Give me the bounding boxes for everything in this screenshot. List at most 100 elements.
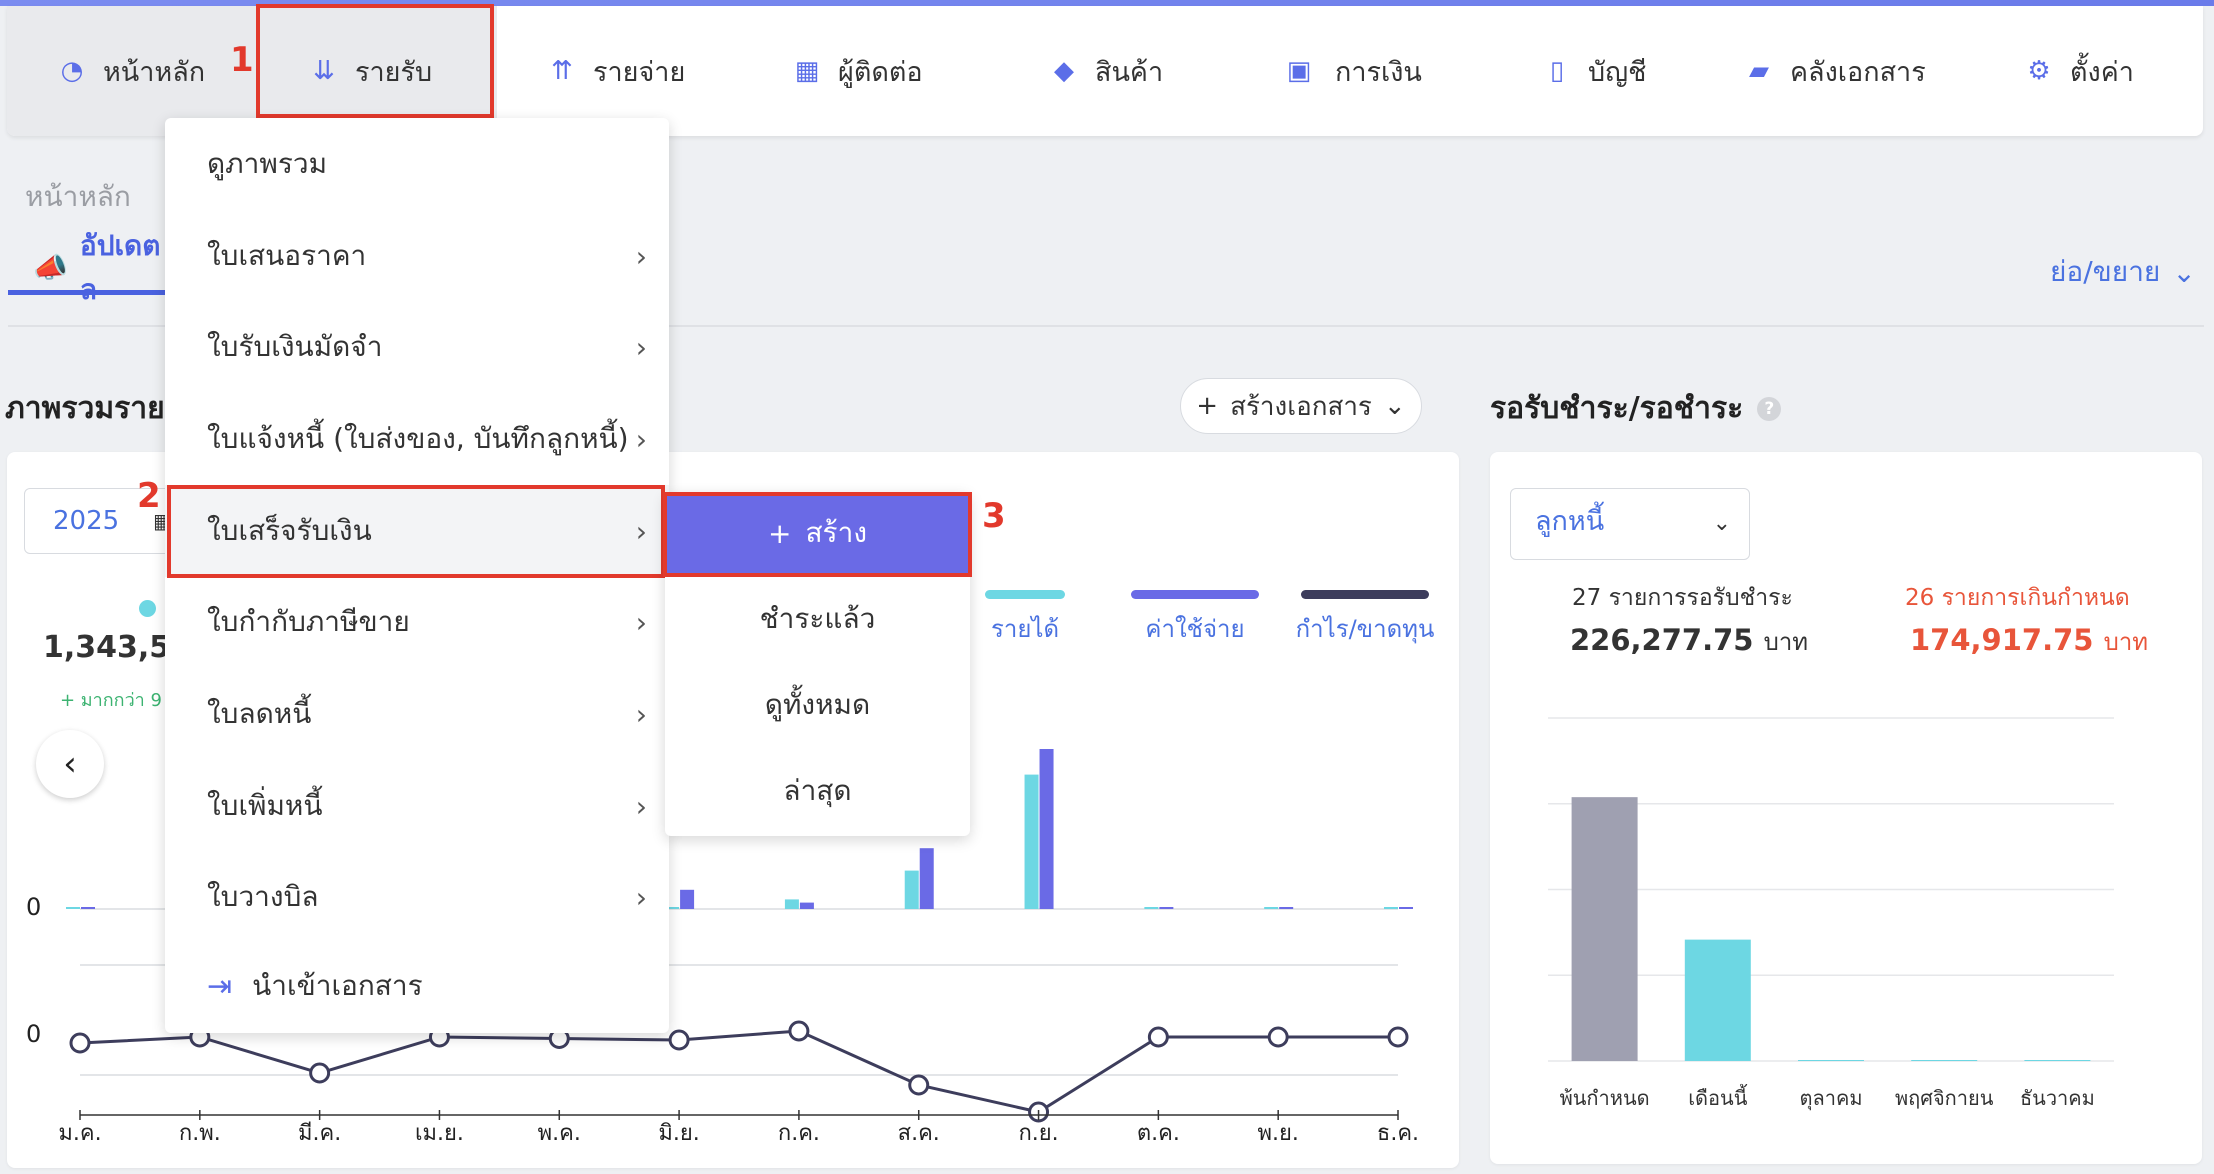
prev-year-button[interactable]: ‹ <box>36 730 104 798</box>
nav-item-income[interactable]: ⇊ รายรับ <box>307 6 432 136</box>
x-tick-label: ธันวาคม <box>2020 1086 2095 1110</box>
step-number-3: 3 <box>982 496 1006 536</box>
submenu-item-label: ดูทั้งหมด <box>764 688 871 721</box>
menu-item-label: ใบกำกับภาษีขาย <box>207 605 410 638</box>
import-icon: ⇥ <box>207 968 233 1004</box>
legend-income[interactable]: รายได้ <box>970 590 1080 648</box>
create-document-button[interactable]: + สร้างเอกสาร ⌄ <box>1180 378 1422 434</box>
submenu-item-paid[interactable]: ชำระแล้ว <box>665 576 970 662</box>
legend-profit[interactable]: กำไร/ขาดทุน <box>1290 590 1440 648</box>
plus-icon: + <box>1196 391 1219 421</box>
nav-label: การเงิน <box>1335 56 1422 88</box>
profit-point <box>668 1029 690 1051</box>
contacts-icon: ▦ <box>794 56 820 86</box>
bar-expense <box>1399 907 1413 909</box>
menu-item-label: ใบแจ้งหนี้ (ใบส่งของ, บันทึกลูกหนี้) <box>207 422 629 455</box>
submenu-item-label: ล่าสุด <box>783 774 852 807</box>
tab-update[interactable]: 📣 อัปเดตล <box>8 229 173 306</box>
money-icon: ▣ <box>1286 56 1312 86</box>
profit-point <box>309 1062 331 1084</box>
x-tick-label: ก.พ. <box>179 1121 221 1146</box>
pending-title: รอรับชำระ/รอชำระ ? <box>1490 385 1782 432</box>
receivable-bar <box>1798 1060 1864 1061</box>
overview-title: ภาพรวมราย <box>5 391 165 426</box>
profit-point <box>1147 1026 1169 1048</box>
legend-expense-swatch <box>1131 590 1259 599</box>
submenu-create-label: สร้าง <box>805 516 867 549</box>
menu-item-receipt[interactable]: ใบเสร็จรับเงิน › <box>165 485 669 577</box>
collapse-toggle[interactable]: ย่อ/ขยาย ⌄ <box>2050 250 2196 294</box>
nav-item-finance[interactable]: ▣ การเงิน <box>1277 6 1422 136</box>
menu-item-label: นำเข้าเอกสาร <box>252 969 423 1002</box>
receivable-bar <box>1911 1060 1978 1061</box>
nav-label: ผู้ติดต่อ <box>838 56 923 88</box>
bar-income <box>1024 774 1039 909</box>
menu-item-billing-note[interactable]: ใบวางบิล › <box>165 851 669 943</box>
bar-expense <box>799 902 814 909</box>
menu-item-credit-note[interactable]: ใบลดหนี้ › <box>165 668 669 760</box>
create-doc-label: สร้างเอกสาร <box>1230 391 1372 422</box>
bar-expense <box>1159 907 1174 909</box>
nav-item-accounting[interactable]: ▯ บัญชี <box>1540 6 1647 136</box>
nav-item-home[interactable]: ◔ หน้าหลัก <box>55 6 205 136</box>
chevron-right-icon: › <box>635 881 647 914</box>
legend-income-label: รายได้ <box>990 615 1060 643</box>
comparison-text: + มากกว่า 9 <box>60 690 162 711</box>
income-icon: ⇊ <box>313 56 335 86</box>
menu-item-label: ใบเสร็จรับเงิน <box>207 514 372 547</box>
legend-expense[interactable]: ค่าใช้จ่าย <box>1110 590 1280 648</box>
profit-point <box>1267 1026 1289 1048</box>
book-icon: ▯ <box>1549 56 1565 86</box>
dashboard-icon: ◔ <box>60 56 84 86</box>
menu-item-debit-note[interactable]: ใบเพิ่มหนี้ › <box>165 760 669 852</box>
menu-item-overview[interactable]: ดูภาพรวม <box>165 118 669 210</box>
menu-item-quotation[interactable]: ใบเสนอราคา › <box>165 210 669 302</box>
receivable-bar <box>2024 1060 2091 1061</box>
x-tick-label: ก.ค. <box>778 1121 820 1146</box>
menu-item-invoice[interactable]: ใบแจ้งหนี้ (ใบส่งของ, บันทึกลูกหนี้) › <box>165 393 669 485</box>
overdue-count: 26 รายการเกินกำหนด <box>1905 585 2130 611</box>
bar-expense <box>81 907 95 909</box>
nav-item-documents[interactable]: ▰ คลังเอกสาร <box>1742 6 1926 136</box>
submenu-item-view-all[interactable]: ดูทั้งหมด <box>665 662 970 748</box>
help-icon[interactable]: ? <box>1757 396 1782 421</box>
nav-item-products[interactable]: ◆ สินค้า <box>1047 6 1163 136</box>
x-tick-label: ต.ค. <box>1137 1121 1180 1146</box>
nav-home-highlight <box>7 6 257 136</box>
submenu-item-label: ชำระแล้ว <box>759 602 876 635</box>
x-tick-label: พฤศจิกายน <box>1895 1086 1994 1110</box>
nav-item-expense[interactable]: ⇈ รายจ่าย <box>545 6 685 136</box>
highlight-box-receipt <box>167 485 665 578</box>
step-number-1: 1 <box>230 40 254 80</box>
x-tick-label: เดือนนี้ <box>1688 1084 1748 1110</box>
box-icon: ◆ <box>1054 56 1074 86</box>
pending-count: 27 รายการรอรับชำระ <box>1572 585 1793 611</box>
profit-line <box>79 1029 1398 1114</box>
x-tick-label: ธ.ค. <box>1377 1121 1419 1146</box>
x-tick-label: ส.ค. <box>898 1121 940 1146</box>
nav-label: ตั้งค่า <box>2070 56 2134 88</box>
menu-item-deposit[interactable]: ใบรับเงินมัดจำ › <box>165 301 669 393</box>
nav-label: สินค้า <box>1095 56 1164 88</box>
nav-item-contacts[interactable]: ▦ ผู้ติดต่อ <box>790 6 923 136</box>
chevron-down-icon: ⌄ <box>2172 255 2196 289</box>
menu-item-import[interactable]: ⇥ นำเข้าเอกสาร <box>165 940 669 1032</box>
pending-amount-value: 226,277.75 <box>1570 623 1754 657</box>
chevron-down-icon: ⌄ <box>1712 511 1731 536</box>
divider <box>8 325 2204 327</box>
submenu-item-latest[interactable]: ล่าสุด <box>665 748 970 834</box>
profit-point <box>1387 1026 1409 1048</box>
legend-profit-swatch <box>1301 590 1429 599</box>
bar-expense <box>1039 749 1054 909</box>
bar-income <box>1384 907 1398 909</box>
nav-item-settings[interactable]: ⚙ ตั้งค่า <box>2022 6 2134 136</box>
currency-unit: บาท <box>1763 628 1809 656</box>
menu-item-tax-invoice[interactable]: ใบกำกับภาษีขาย › <box>165 576 669 668</box>
income-dot <box>139 600 156 617</box>
year-value: 2025 <box>53 506 120 536</box>
debtor-select[interactable]: ลูกหนี้ ⌄ <box>1510 488 1750 560</box>
bar-income <box>1144 907 1159 909</box>
submenu-create-button[interactable]: + สร้าง <box>665 492 970 574</box>
menu-item-label: ดูภาพรวม <box>207 147 328 180</box>
